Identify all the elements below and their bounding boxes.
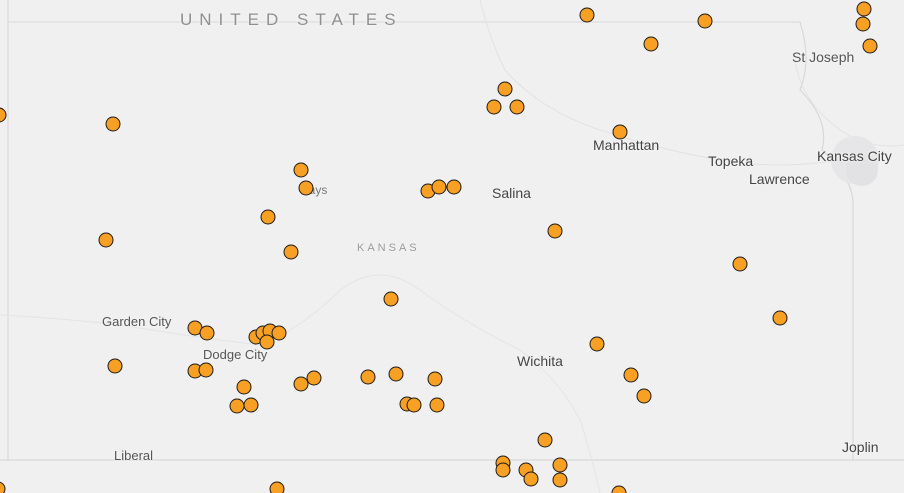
country-label: UNITED STATES [180,10,403,29]
map-marker[interactable] [236,379,252,395]
map-marker[interactable] [497,81,513,97]
city-label-manhattan: Manhattan [593,137,660,153]
map-marker[interactable] [537,432,553,448]
city-label-wichita: Wichita [517,353,563,369]
map-marker[interactable] [306,370,322,386]
map-marker[interactable] [259,334,275,350]
map-marker[interactable] [623,367,639,383]
map-marker[interactable] [611,485,627,493]
map-marker[interactable] [107,358,123,374]
map-marker[interactable] [495,462,511,478]
map-marker[interactable] [636,388,652,404]
map-marker[interactable] [0,107,7,123]
map-marker[interactable] [697,13,713,29]
map-marker[interactable] [105,116,121,132]
city-label-liberal: Liberal [114,448,154,463]
map-marker[interactable] [579,7,595,23]
city-label-kansas-city: Kansas City [817,148,892,164]
map-marker[interactable] [293,162,309,178]
map-marker[interactable] [269,481,285,493]
map-marker[interactable] [643,36,659,52]
map-marker[interactable] [552,472,568,488]
map-marker[interactable] [229,398,245,414]
map-marker[interactable] [406,397,422,413]
map-marker[interactable] [293,376,309,392]
map-marker[interactable] [260,209,276,225]
map-marker[interactable] [383,291,399,307]
map-marker[interactable] [855,16,871,32]
city-label-topeka: Topeka [708,153,754,169]
map-marker[interactable] [243,397,259,413]
map-marker[interactable] [429,397,445,413]
map-marker[interactable] [523,471,539,487]
map-marker[interactable] [509,99,525,115]
map-marker[interactable] [388,366,404,382]
map-marker[interactable] [298,180,314,196]
map-marker[interactable] [552,457,568,473]
map-marker[interactable] [98,232,114,248]
map-marker[interactable] [198,362,214,378]
map-marker[interactable] [547,223,563,239]
map-marker[interactable] [486,99,502,115]
map-marker[interactable] [360,369,376,385]
map-marker[interactable] [431,179,447,195]
city-label-joplin: Joplin [842,439,879,455]
map-marker[interactable] [589,336,605,352]
map-marker[interactable] [856,1,872,17]
map-marker[interactable] [732,256,748,272]
city-label-garden-city: Garden City [102,314,172,329]
city-label-salina: Salina [492,185,531,201]
city-label-st-joseph: St Joseph [792,49,855,65]
map-marker[interactable] [0,481,6,493]
map-marker[interactable] [612,124,628,140]
map-marker[interactable] [427,371,443,387]
map-marker[interactable] [446,179,462,195]
map-marker[interactable] [271,325,287,341]
city-label-lawrence: Lawrence [749,171,810,187]
state-label: KANSAS [357,242,420,254]
map-marker[interactable] [283,244,299,260]
map-marker[interactable] [772,310,788,326]
map-marker[interactable] [199,325,215,341]
city-label-dodge-city: Dodge City [203,347,268,362]
map-marker[interactable] [862,38,878,54]
